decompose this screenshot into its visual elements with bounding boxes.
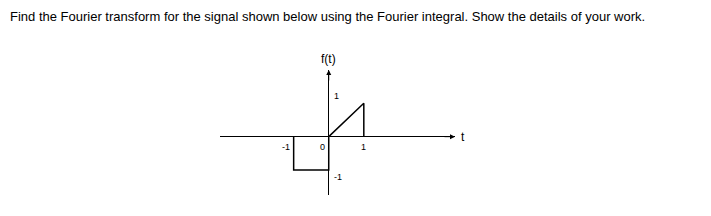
html-text:Find the Fourier transform for: Find the Fourier transform for the signa… xyxy=(10,9,646,24)
svg-text:0: 0 xyxy=(320,142,325,152)
svg-text:f(t): f(t) xyxy=(321,52,336,66)
svg-text:1: 1 xyxy=(334,91,339,101)
svg-text:-1: -1 xyxy=(282,142,290,152)
svg-text:t: t xyxy=(461,130,465,144)
svg-text:-1: -1 xyxy=(334,172,342,182)
svg-text:1: 1 xyxy=(361,142,366,152)
